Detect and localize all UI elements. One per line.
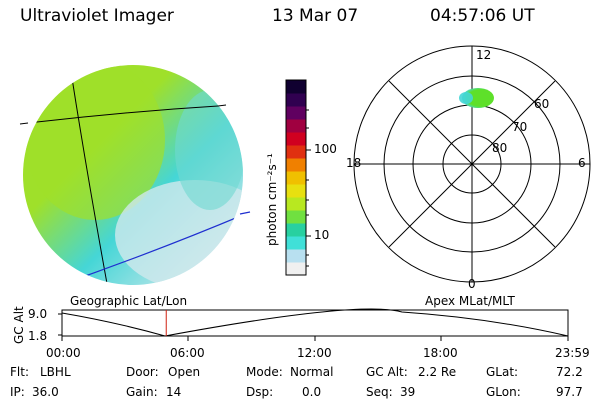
gain-value: 14 [166,385,182,399]
latitude-line [23,105,219,125]
mlt-label-18: 18 [346,156,362,170]
instrument-title: Ultraviolet Imager [20,6,174,26]
timeline-xtick-1200: 12:00 [297,346,332,360]
mlt-label-12: 12 [476,48,492,62]
colorbar-band [286,262,306,276]
timeline-frame [61,309,569,337]
colorbar-tick-10: 10 [314,228,330,242]
polar-plot [353,45,591,283]
door-label: Door: [126,365,159,379]
timeline-xtick-2359: 23:59 [555,346,590,360]
ip-value: 36.0 [32,385,59,399]
aurora-blob [462,88,494,108]
mode-label: Mode: [246,365,283,379]
colorbar-band [286,119,306,133]
colorbar-band [286,197,306,211]
date-label: 13 Mar 07 [272,6,359,26]
colorbar-band [286,236,306,250]
colorbar-band [286,106,306,120]
altitude-curve [61,308,569,337]
colorbar-band [286,158,306,172]
timeline-xtick-0600: 06:00 [170,346,205,360]
flt-label: Flt: [10,365,29,379]
timeline-ytick-max: 9.0 [28,307,48,321]
timeline-xtick-1800: 18:00 [423,346,458,360]
colorbar-band [286,93,306,107]
glat-label: GLat: [486,365,519,379]
colorbar [286,80,306,276]
timeline-ylabel: GC Alt [12,306,26,344]
colorbar-band [286,249,306,263]
mlat-label-80: 80 [492,141,508,155]
time-label: 04:57:06 UT [430,6,535,26]
gcalt-label: GC Alt: [366,365,408,379]
glon-value: 97.7 [556,385,583,399]
seq-value: 39 [400,385,416,399]
colorbar-band [286,80,306,94]
timeline-xtick-0000: 00:00 [46,346,81,360]
mode-value: Normal [290,365,334,379]
colorbar-band [286,223,306,237]
mlt-label-0: 0 [468,277,476,291]
colorbar-band [286,145,306,159]
glat-value: 72.2 [556,365,583,379]
timeline-ytick-min: 1.8 [28,329,48,343]
colorbar-band [286,210,306,224]
altitude-timeline [58,308,569,341]
dsp-label: Dsp: [246,385,274,399]
left-panel-caption: Geographic Lat/Lon [70,294,188,308]
colorbar-tick-100: 100 [314,142,337,156]
door-value: Open [168,365,201,379]
glon-label: GLon: [486,385,521,399]
colorbar-band [286,132,306,146]
right-panel-caption: Apex MLat/MLT [425,294,515,308]
ip-label: IP: [10,385,25,399]
colorbar-band [286,171,306,185]
colorbar-unit-label: photon cm⁻²s⁻¹ [265,153,279,246]
colorbar-band [286,184,306,198]
gcalt-value: 2.2 Re [418,365,457,379]
mlat-label-70: 70 [512,120,528,134]
mlat-label-60: 60 [534,97,550,111]
dsp-value: 0.0 [302,385,322,399]
mlt-label-6: 6 [578,156,586,170]
earth-disk-image [19,65,251,285]
flt-value: LBHL [40,365,71,379]
seq-label: Seq: [366,385,393,399]
longitude-line [71,77,111,285]
gain-label: Gain: [126,385,158,399]
